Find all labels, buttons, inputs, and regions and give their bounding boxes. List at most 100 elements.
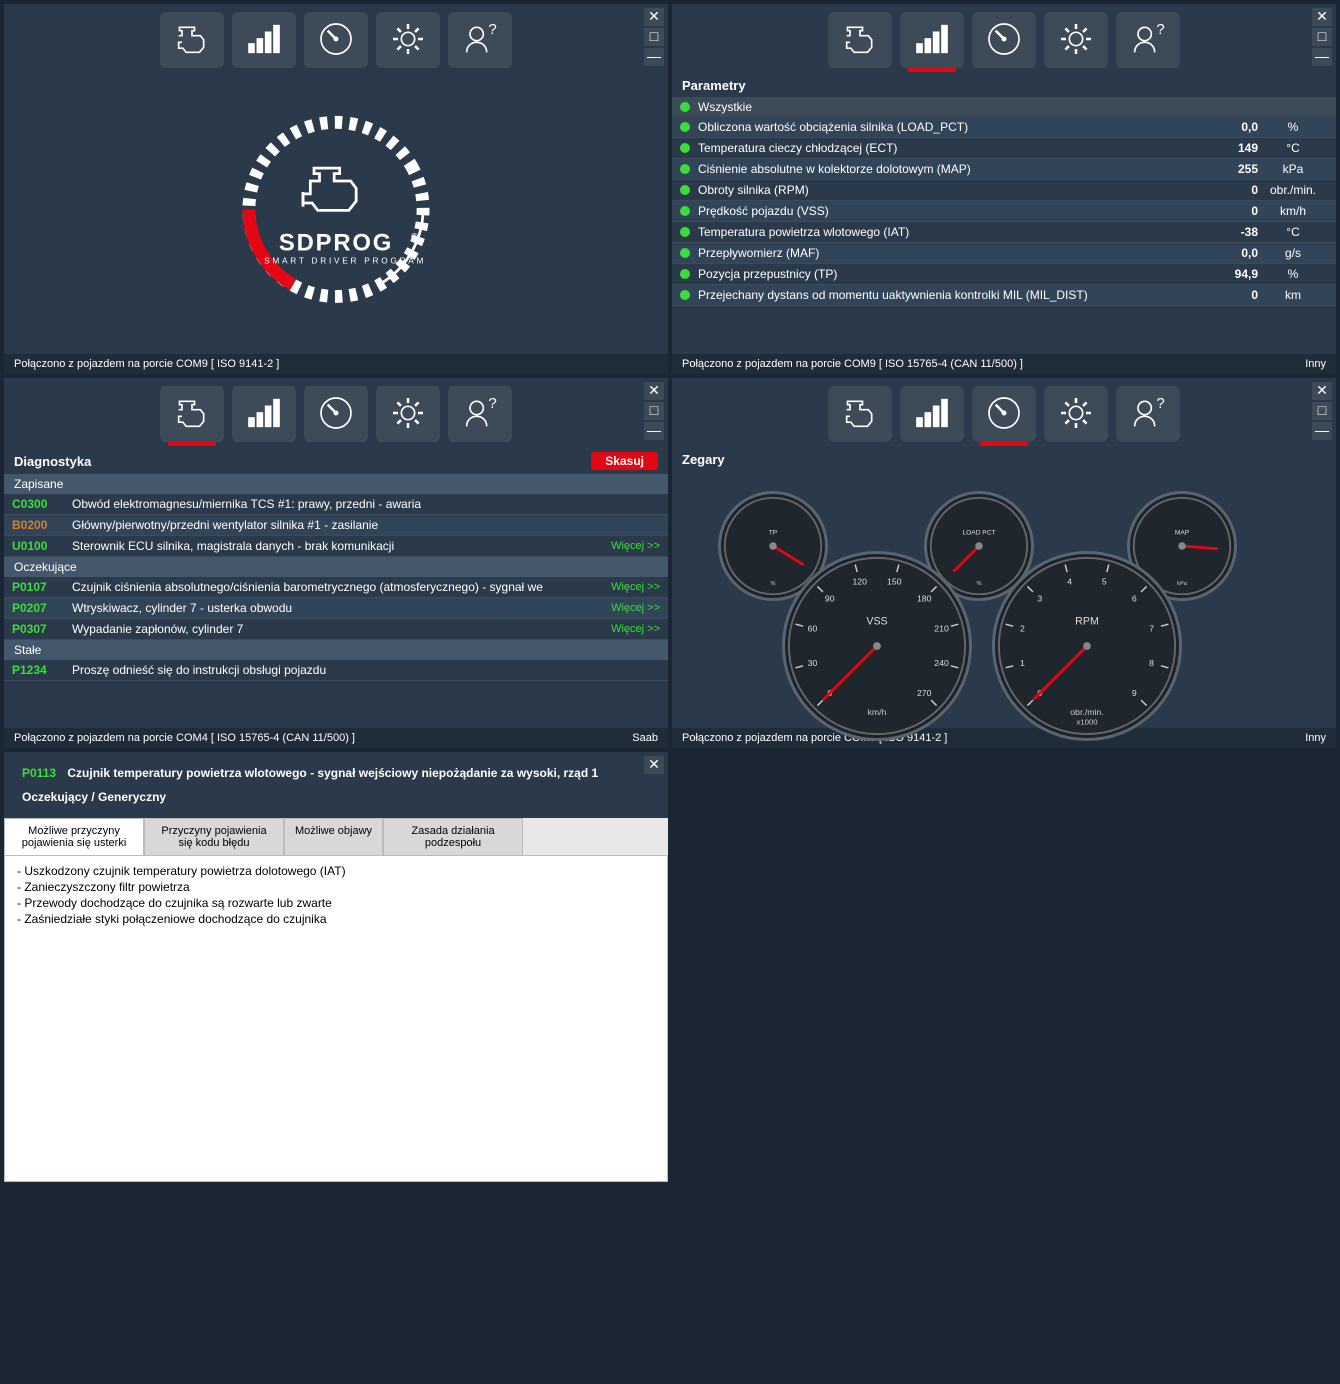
param-unit: kPa (1258, 162, 1328, 176)
close-icon[interactable]: ✕ (644, 382, 664, 400)
panel-parameters: ✕ □ — ? Parametry Wszystkie Obliczona wa… (672, 4, 1336, 374)
dtc-code: P1234 (12, 663, 72, 677)
maximize-icon[interactable]: □ (644, 402, 664, 420)
svg-text:240: 240 (934, 658, 949, 668)
toolbar-engine-button[interactable] (160, 12, 224, 68)
parameter-row[interactable]: Przejechany dystans od momentu uaktywnie… (672, 285, 1336, 306)
status-dot-icon (680, 290, 690, 300)
param-name: Przepływomierz (MAF) (698, 246, 1198, 260)
status-dot-icon (680, 164, 690, 174)
detail-tab[interactable]: Możliwe przyczyny pojawienia się usterki (4, 818, 144, 855)
more-link[interactable]: Więcej >> (611, 540, 660, 552)
panel-diagnostics: ✕ □ — ? Diagnostyka Skasuj ZapisaneC0300… (4, 378, 668, 748)
svg-text:RPM: RPM (1075, 616, 1099, 628)
param-unit: g/s (1258, 246, 1328, 260)
parameter-row[interactable]: Prędkość pojazdu (VSS)0km/h (672, 201, 1336, 222)
toolbar: ? (672, 378, 1336, 448)
svg-text:km/h: km/h (868, 707, 887, 717)
param-value: 94,9 (1198, 267, 1258, 281)
param-unit: km/h (1258, 204, 1328, 218)
dtc-group-header: Oczekujące (4, 557, 668, 577)
detail-tab[interactable]: Zasada działania podzespołu (383, 818, 523, 855)
minimize-icon[interactable]: — (644, 48, 664, 66)
close-icon[interactable]: ✕ (1312, 8, 1332, 26)
dtc-row[interactable]: U0100Sterownik ECU silnika, magistrala d… (4, 536, 668, 557)
more-link[interactable]: Więcej >> (611, 581, 660, 593)
toolbar-bars-button[interactable] (900, 12, 964, 68)
svg-text:2: 2 (1020, 624, 1025, 634)
gear-icon (388, 19, 428, 62)
status-bar: Połączono z pojazdem na porcie COM9 [ IS… (4, 354, 668, 374)
close-icon[interactable]: ✕ (1312, 382, 1332, 400)
maximize-icon[interactable]: □ (1312, 402, 1332, 420)
toolbar-gauge-button[interactable] (972, 386, 1036, 442)
dtc-row[interactable]: B0200Główny/pierwotny/przedni wentylator… (4, 515, 668, 536)
toolbar-help-button[interactable]: ? (1116, 12, 1180, 68)
parameter-row[interactable]: Obroty silnika (RPM)0obr./min. (672, 180, 1336, 201)
toolbar-gauge-button[interactable] (972, 12, 1036, 68)
dtc-group-header: Zapisane (4, 474, 668, 494)
dtc-code: C0300 (12, 497, 72, 511)
parameter-row[interactable]: Przepływomierz (MAF)0,0g/s (672, 243, 1336, 264)
dtc-row[interactable]: P0207Wtryskiwacz, cylinder 7 - usterka o… (4, 598, 668, 619)
toolbar-help-button[interactable]: ? (1116, 386, 1180, 442)
parameter-row[interactable]: Obliczona wartość obciążenia silnika (LO… (672, 117, 1336, 138)
param-name: Temperatura cieczy chłodzącej (ECT) (698, 141, 1198, 155)
detail-tab[interactable]: Przyczyny pojawienia się kodu błędu (144, 818, 284, 855)
close-icon[interactable]: ✕ (644, 756, 664, 774)
parameter-row[interactable]: Temperatura powietrza wlotowego (IAT)-38… (672, 222, 1336, 243)
maximize-icon[interactable]: □ (1312, 28, 1332, 46)
toolbar-bars-button[interactable] (232, 386, 296, 442)
maximize-icon[interactable]: □ (644, 28, 664, 46)
panel-dtc-detail: ✕ P0113 Czujnik temperatury powietrza wl… (4, 752, 668, 1182)
toolbar-bars-button[interactable] (900, 386, 964, 442)
svg-text:7: 7 (1149, 624, 1154, 634)
dtc-row[interactable]: P0107Czujnik ciśnienia absolutnego/ciśni… (4, 577, 668, 598)
bars-icon (244, 393, 284, 436)
toolbar-gear-button[interactable] (1044, 386, 1108, 442)
param-all-row[interactable]: Wszystkie (672, 97, 1336, 117)
toolbar-gear-button[interactable] (376, 12, 440, 68)
toolbar-help-button[interactable]: ? (448, 386, 512, 442)
toolbar-gear-button[interactable] (376, 386, 440, 442)
toolbar-engine-button[interactable] (160, 386, 224, 442)
toolbar-gear-button[interactable] (1044, 12, 1108, 68)
svg-text:obr./min.: obr./min. (1070, 707, 1103, 717)
toolbar-engine-button[interactable] (828, 12, 892, 68)
svg-text:?: ? (488, 395, 496, 412)
toolbar-gauge-button[interactable] (304, 386, 368, 442)
toolbar-help-button[interactable]: ? (448, 12, 512, 68)
toolbar-bars-button[interactable] (232, 12, 296, 68)
svg-text:?: ? (1156, 21, 1164, 38)
parameter-row[interactable]: Ciśnienie absolutne w kolektorze dolotow… (672, 159, 1336, 180)
help-icon: ? (460, 19, 500, 62)
parameter-row[interactable]: Pozycja przepustnicy (TP)94,9% (672, 264, 1336, 285)
toolbar-engine-button[interactable] (828, 386, 892, 442)
close-icon[interactable]: ✕ (644, 8, 664, 26)
more-link[interactable]: Więcej >> (611, 602, 660, 614)
more-link[interactable]: Więcej >> (611, 623, 660, 635)
detail-line: - Zanieczyszczony filtr powietrza (17, 880, 655, 894)
detail-tab[interactable]: Możliwe objawy (284, 818, 383, 855)
minimize-icon[interactable]: — (1312, 48, 1332, 66)
minimize-icon[interactable]: — (644, 422, 664, 440)
dtc-row[interactable]: P0307Wypadanie zapłonów, cylinder 7Więce… (4, 619, 668, 640)
param-unit: % (1258, 267, 1328, 281)
erase-button[interactable]: Skasuj (591, 452, 658, 470)
toolbar-gauge-button[interactable] (304, 12, 368, 68)
dtc-row[interactable]: C0300Obwód elektromagnesu/miernika TCS #… (4, 494, 668, 515)
status-right: Inny (1305, 732, 1326, 744)
dtc-desc: Sterownik ECU silnika, magistrala danych… (72, 539, 605, 553)
svg-text:®: ® (411, 232, 418, 242)
status-dot-icon (680, 122, 690, 132)
parameter-row[interactable]: Temperatura cieczy chłodzącej (ECT)149°C (672, 138, 1336, 159)
minimize-icon[interactable]: — (1312, 422, 1332, 440)
dtc-desc: Obwód elektromagnesu/miernika TCS #1: pr… (72, 497, 660, 511)
param-name: Obroty silnika (RPM) (698, 183, 1198, 197)
window-controls: ✕ □ — (1312, 8, 1332, 66)
svg-text:1: 1 (1020, 658, 1025, 668)
svg-text:SDPROG: SDPROG (279, 230, 393, 257)
status-dot-icon (680, 143, 690, 153)
param-unit: km (1258, 288, 1328, 302)
dtc-row[interactable]: P1234Proszę odnieść się do instrukcji ob… (4, 660, 668, 681)
